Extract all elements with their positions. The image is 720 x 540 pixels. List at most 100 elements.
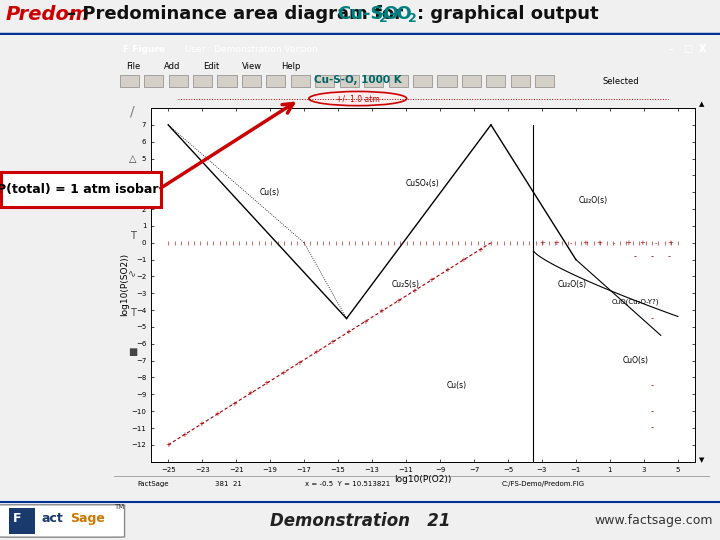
FancyBboxPatch shape: [438, 75, 456, 87]
Text: Sage: Sage: [70, 512, 104, 525]
FancyBboxPatch shape: [413, 75, 432, 87]
Text: □: □: [683, 44, 693, 54]
FancyBboxPatch shape: [340, 75, 359, 87]
Text: +: +: [539, 240, 545, 246]
Text: +: +: [461, 257, 467, 263]
Text: +: +: [428, 278, 433, 284]
FancyBboxPatch shape: [266, 75, 285, 87]
Text: -: -: [655, 240, 657, 246]
Text: +: +: [329, 339, 336, 345]
Text: +: +: [346, 329, 351, 335]
Text: Edit: Edit: [203, 62, 220, 71]
FancyBboxPatch shape: [9, 508, 35, 534]
Text: ▼: ▼: [698, 457, 704, 464]
Ellipse shape: [309, 91, 407, 106]
Text: x = -0.5  Y = 10.513821: x = -0.5 Y = 10.513821: [305, 481, 390, 487]
Text: CuSO₄(s): CuSO₄(s): [406, 179, 440, 188]
Text: : graphical output: : graphical output: [417, 5, 598, 23]
Text: 2: 2: [408, 12, 416, 25]
FancyBboxPatch shape: [144, 75, 163, 87]
Text: -: -: [651, 381, 654, 390]
FancyBboxPatch shape: [0, 505, 125, 537]
FancyBboxPatch shape: [217, 75, 237, 87]
Text: –: –: [669, 44, 674, 54]
Text: Add: Add: [164, 62, 181, 71]
Text: +: +: [477, 247, 483, 253]
Text: +: +: [411, 288, 418, 294]
Text: View: View: [242, 62, 262, 71]
Text: +: +: [297, 360, 302, 366]
FancyBboxPatch shape: [462, 75, 481, 87]
Text: +: +: [181, 431, 187, 437]
Text: Cu₂O(s): Cu₂O(s): [558, 280, 587, 289]
Text: Cu₂O(s): Cu₂O(s): [578, 196, 608, 205]
FancyBboxPatch shape: [535, 75, 554, 87]
Text: /: /: [130, 105, 135, 119]
FancyBboxPatch shape: [364, 75, 383, 87]
Text: +: +: [596, 240, 602, 246]
Text: -: -: [570, 240, 572, 246]
Text: F: F: [13, 512, 22, 525]
Text: CuO(s): CuO(s): [622, 356, 648, 365]
Text: +: +: [247, 390, 253, 396]
Text: +: +: [264, 380, 269, 386]
Text: User : Demonstration Version: User : Demonstration Version: [185, 45, 318, 53]
Text: ■: ■: [128, 347, 137, 356]
Text: -: -: [651, 423, 654, 433]
Text: +: +: [280, 370, 286, 376]
Text: T: T: [130, 231, 135, 241]
Text: +: +: [313, 349, 319, 355]
FancyBboxPatch shape: [242, 75, 261, 87]
Text: Cu-S-O, 1000 K: Cu-S-O, 1000 K: [314, 75, 402, 85]
Text: 2: 2: [379, 12, 388, 25]
FancyBboxPatch shape: [1, 172, 161, 207]
Text: www.factsage.com: www.factsage.com: [594, 514, 713, 527]
FancyBboxPatch shape: [120, 75, 139, 87]
Text: T: T: [130, 308, 135, 318]
Text: Demonstration   21: Demonstration 21: [270, 511, 450, 530]
Text: -: -: [651, 314, 654, 323]
Text: +: +: [395, 298, 401, 304]
Text: 381  21: 381 21: [215, 481, 242, 487]
Text: -: -: [651, 407, 654, 416]
Text: -: -: [651, 252, 654, 261]
Text: ▲: ▲: [698, 100, 704, 107]
FancyBboxPatch shape: [389, 75, 408, 87]
Text: Cu(s): Cu(s): [260, 188, 280, 197]
Text: File: File: [126, 62, 140, 71]
Text: FactSage: FactSage: [138, 481, 169, 487]
Text: Selected: Selected: [603, 77, 639, 85]
Text: +/- 1.0 atm: +/- 1.0 atm: [336, 94, 379, 103]
Text: C:/FS-Demo/Predom.FIG: C:/FS-Demo/Predom.FIG: [501, 481, 585, 487]
Text: Cu(s): Cu(s): [447, 381, 467, 390]
Text: +: +: [198, 421, 204, 427]
FancyBboxPatch shape: [291, 75, 310, 87]
Text: CuO(Cu₂O-Y?): CuO(Cu₂O-Y?): [611, 299, 659, 305]
X-axis label: log10(P(O2)): log10(P(O2)): [395, 475, 451, 484]
Text: act: act: [42, 512, 63, 525]
Text: —: —: [127, 192, 138, 202]
Text: △: △: [129, 153, 136, 164]
FancyBboxPatch shape: [315, 75, 334, 87]
Text: +: +: [166, 442, 171, 448]
Text: +: +: [362, 319, 368, 325]
Text: F Figure: F Figure: [122, 45, 165, 53]
Text: +: +: [444, 267, 450, 273]
Text: Help: Help: [281, 62, 300, 71]
Text: ∿: ∿: [128, 269, 137, 279]
Text: +: +: [215, 411, 220, 417]
Text: X: X: [699, 44, 706, 54]
FancyBboxPatch shape: [510, 75, 530, 87]
FancyBboxPatch shape: [193, 75, 212, 87]
Text: +: +: [379, 308, 384, 314]
Text: +: +: [625, 240, 631, 246]
Text: -: -: [612, 240, 615, 246]
FancyBboxPatch shape: [487, 75, 505, 87]
Text: TM: TM: [114, 504, 124, 510]
Text: +: +: [667, 240, 674, 246]
Text: +: +: [639, 240, 645, 246]
Text: -O: -O: [389, 5, 412, 23]
Text: P(total) = 1 atm isobar: P(total) = 1 atm isobar: [0, 183, 158, 196]
Text: Cu₂S(s): Cu₂S(s): [392, 280, 420, 289]
Text: – Predominance area diagram for: – Predominance area diagram for: [67, 5, 409, 23]
